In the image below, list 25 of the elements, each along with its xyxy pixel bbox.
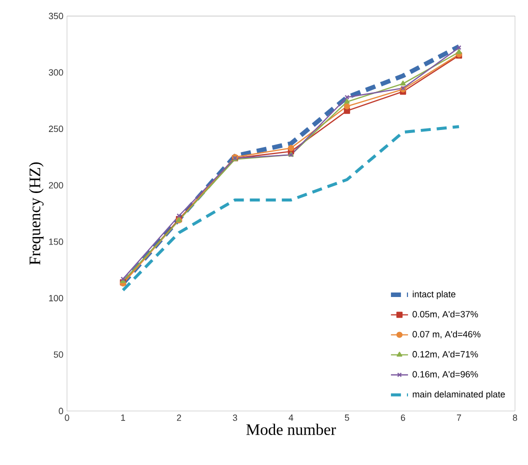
y-tick-label: 300: [48, 69, 64, 76]
x-tick-label: 8: [512, 414, 518, 421]
legend-label: main delaminated plate: [412, 390, 505, 400]
y-tick-label: 50: [54, 351, 64, 358]
y-tick-label: 200: [48, 182, 64, 188]
x-axis-title: Mode number: [246, 424, 336, 436]
x-tick-label: 4: [288, 414, 294, 421]
legend-label: intact plate: [412, 290, 456, 300]
legend-label: 0.12m, A'd=71%: [412, 350, 478, 358]
x-tick-label: 2: [176, 414, 182, 421]
y-tick-label: 0: [58, 408, 64, 414]
x-tick-label: 1: [121, 414, 126, 421]
x-tick-label: 0: [64, 414, 70, 421]
x-tick-label: 7: [456, 414, 462, 421]
y-axis-title: Frequency (HZ): [29, 162, 44, 265]
x-tick-label: 5: [344, 414, 350, 421]
x-tick-label: 6: [400, 414, 406, 421]
legend-label: 0.07 m, A'd=46%: [412, 330, 480, 338]
y-tick-label: 250: [48, 126, 64, 132]
legend-label: 0.05m, A'd=37%: [412, 310, 478, 318]
y-tick-label: 100: [49, 294, 64, 302]
y-tick-label: 150: [49, 238, 64, 245]
y-tick-label: 350: [48, 12, 64, 20]
x-tick-label: 3: [232, 414, 238, 421]
legend-label: 0.16m, A'd=96%: [412, 370, 478, 379]
